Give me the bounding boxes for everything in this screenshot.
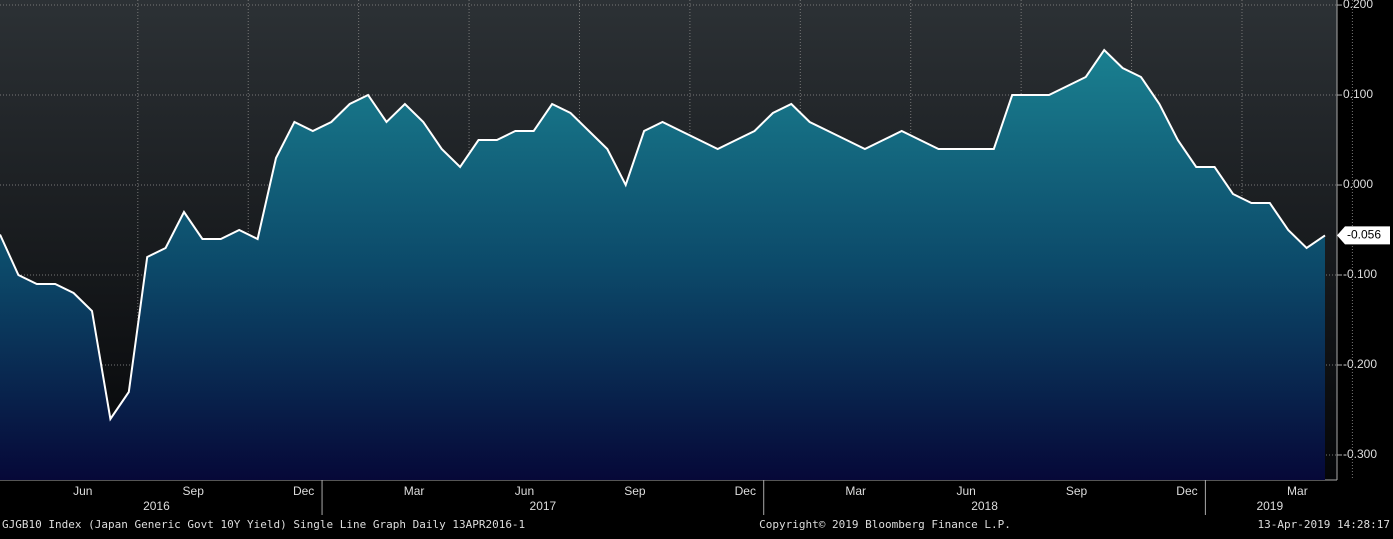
x-tick-label: Sep: [183, 484, 205, 498]
footer-center: Copyright© 2019 Bloomberg Finance L.P.: [759, 518, 1011, 531]
y-tick-label: -0.300: [1343, 447, 1377, 461]
x-tick-label: Jun: [956, 484, 975, 498]
x-tick-label: Jun: [73, 484, 92, 498]
line: [0, 48, 1326, 422]
footer-left: GJGB10 Index (Japan Generic Govt 10Y Yie…: [2, 518, 525, 531]
y-tick-label: 0.200: [1343, 0, 1373, 11]
area: [0, 50, 1325, 480]
x-tick-label: Sep: [624, 484, 646, 498]
year-label: 2017: [530, 499, 557, 513]
last-value-box: [1337, 226, 1390, 245]
x-tick-label: Mar: [404, 484, 425, 498]
x-tick-label: Sep: [1066, 484, 1088, 498]
year-label: 2016: [143, 499, 170, 513]
year-label: 2019: [1256, 499, 1283, 513]
y-tick-label: -0.100: [1343, 267, 1377, 281]
y-tick-label: 0.100: [1343, 87, 1373, 101]
year-label: 2018: [971, 499, 998, 513]
x-tick-label: Dec: [293, 484, 314, 498]
x-tick-label: Dec: [1176, 484, 1197, 498]
y-tick-label: -0.200: [1343, 357, 1377, 371]
x-tick-label: Mar: [1287, 484, 1308, 498]
footer-right: 13-Apr-2019 14:28:17: [1258, 518, 1390, 531]
x-tick-label: Dec: [735, 484, 756, 498]
last-value-label: -0.056: [1347, 228, 1381, 242]
y-tick-label: 0.000: [1343, 177, 1373, 191]
x-tick-label: Jun: [515, 484, 534, 498]
x-tick-label: Mar: [845, 484, 866, 498]
